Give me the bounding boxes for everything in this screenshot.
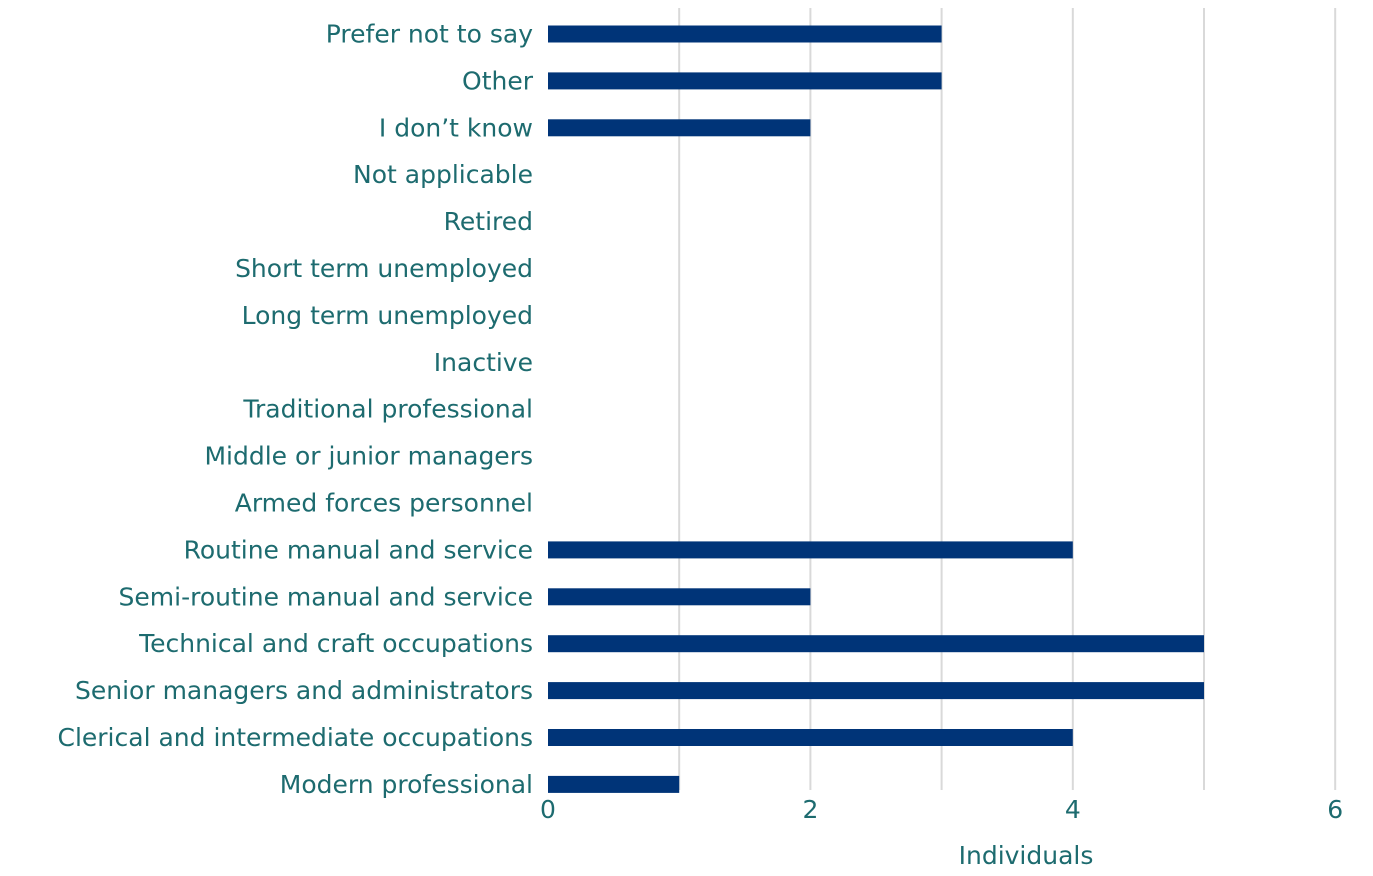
category-label-prefer-not-to-say: Prefer not to say: [326, 20, 533, 49]
x-tick-label-6: 6: [1327, 795, 1343, 824]
bar-prefer-not-to-say: [548, 25, 942, 43]
category-label-retired: Retired: [444, 207, 533, 236]
category-label-armed-forces-personnel: Armed forces personnel: [235, 489, 533, 518]
bars: [548, 25, 1204, 793]
category-labels: Prefer not to say Other I don’t know Not ap…: [58, 20, 534, 799]
category-label-inactive: Inactive: [434, 348, 533, 377]
x-tick-label-2: 2: [802, 795, 818, 824]
bar-clerical-and-intermediate-occupations: [548, 729, 1073, 746]
category-label-routine-manual-and-service: Routine manual and service: [184, 535, 533, 564]
bar-i-don-t-know: [548, 119, 811, 137]
category-label-short-term-unemployed: Short term unemployed: [235, 254, 533, 283]
category-label-senior-managers-and-administrators: Senior managers and administrators: [75, 676, 533, 705]
bar-senior-managers-and-administrators: [548, 682, 1204, 700]
category-label-traditional-professional: Traditional professional: [242, 395, 533, 424]
x-tick-labels: 0 2 4 6: [540, 795, 1343, 824]
bar-routine-manual-and-service: [548, 541, 1073, 559]
x-axis-title: Individuals: [959, 841, 1094, 870]
category-label-clerical-and-intermediate-occupations: Clerical and intermediate occupations: [58, 723, 534, 752]
category-label-middle-or-junior-managers: Middle or junior managers: [204, 442, 533, 471]
category-label-not-applicable: Not applicable: [353, 160, 533, 189]
x-tick-label-0: 0: [540, 795, 556, 824]
category-label-i-don-t-know: I don’t know: [379, 113, 533, 142]
category-label-other: Other: [462, 66, 534, 95]
bar-modern-professional: [548, 775, 680, 793]
gridlines: [678, 8, 1337, 790]
category-label-semi-routine-manual-and-service: Semi-routine manual and service: [119, 582, 533, 611]
category-label-modern-professional: Modern professional: [280, 770, 533, 799]
x-tick-label-4: 4: [1065, 795, 1081, 824]
bar-other: [548, 72, 942, 90]
category-label-long-term-unemployed: Long term unemployed: [242, 301, 533, 330]
bar-technical-and-craft-occupations: [548, 635, 1204, 653]
bar-semi-routine-manual-and-service: [548, 588, 811, 606]
category-label-technical-and-craft-occupations: Technical and craft occupations: [138, 629, 533, 658]
